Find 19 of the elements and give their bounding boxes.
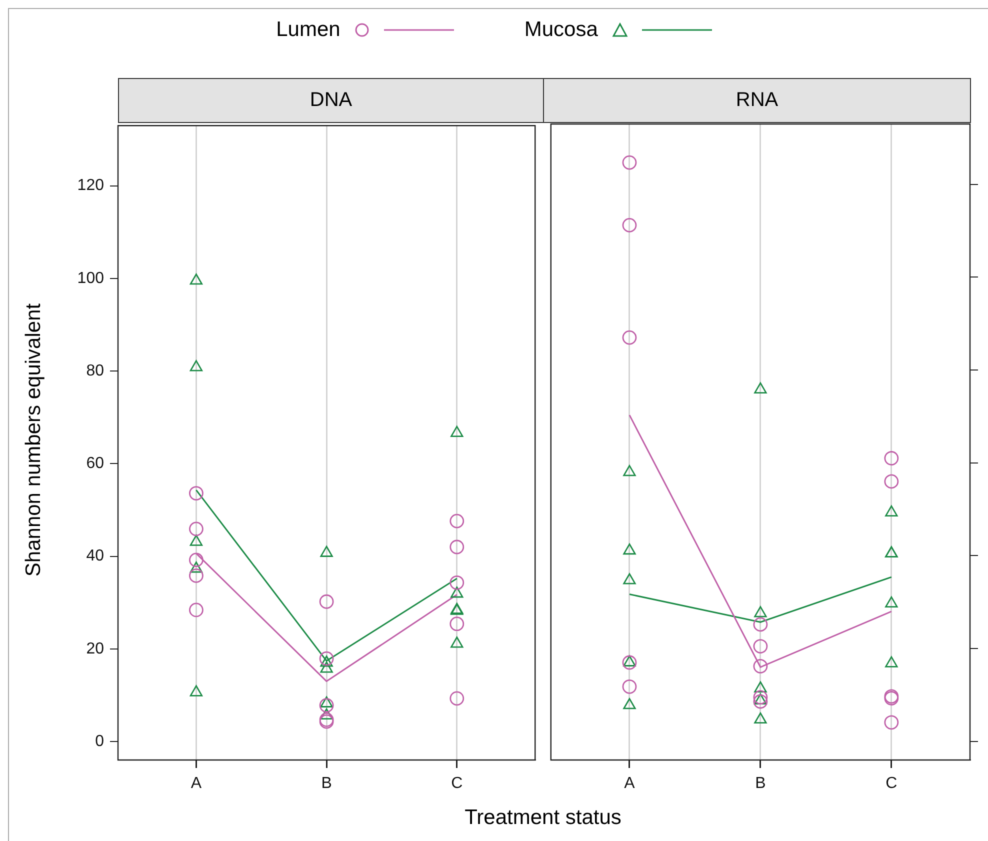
x-tick-label: C [886,775,898,792]
y-tick-label: 100 [77,270,104,287]
x-tick-label: C [451,775,463,792]
x-axis-title: Treatment status [464,806,622,830]
y-axis-title: Shannon numbers equivalent [22,303,46,577]
legend-label: Lumen [276,18,340,42]
y-tick-label: 60 [86,455,104,472]
x-tick-label: A [624,775,636,792]
x-tick-label: A [190,775,202,792]
legend-label: Mucosa [524,18,598,42]
y-tick-label: 40 [86,548,104,565]
chart-title: RNA [543,78,971,123]
y-tick-label: 120 [77,177,104,194]
y-tick-label: 0 [95,732,104,750]
y-tick-label: 80 [86,362,104,380]
x-tick-label: B [321,775,332,792]
chart-title: DNA [118,78,544,123]
y-tick-label: 20 [86,640,104,658]
x-tick-label: B [755,775,766,792]
